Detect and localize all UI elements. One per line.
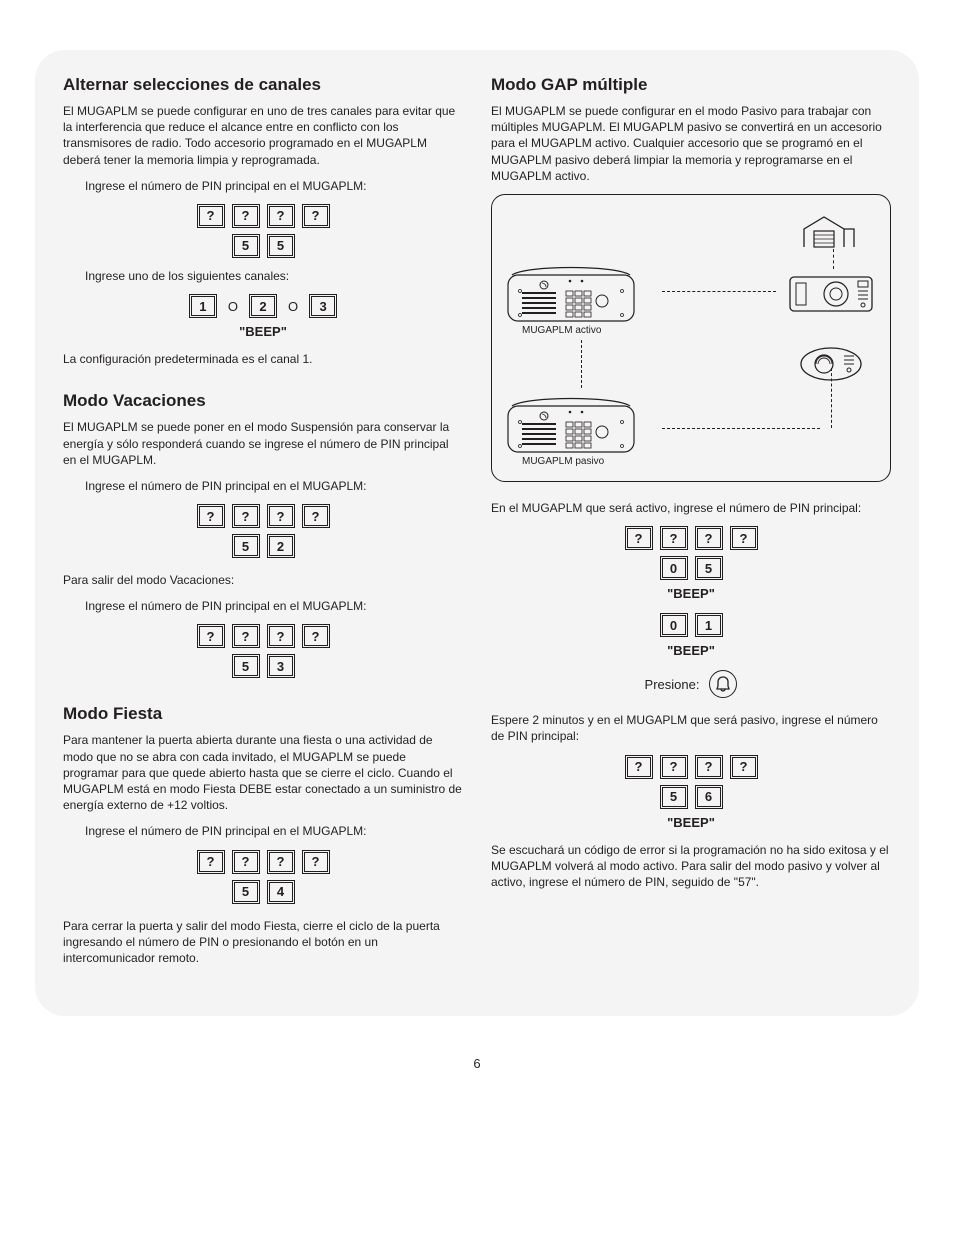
opener-icon <box>786 269 876 315</box>
device-passive-icon <box>506 392 636 454</box>
channels-step1: Ingrese el número de PIN principal en el… <box>85 178 463 194</box>
pin-key: ? <box>302 850 330 874</box>
pin-key: ? <box>232 204 260 228</box>
channel-key-3: 3 <box>309 294 337 318</box>
code-key: 6 <box>695 785 723 809</box>
pin-key: ? <box>267 504 295 528</box>
vacation-code-row: 5 2 <box>63 534 463 558</box>
code-key: 5 <box>232 234 260 258</box>
pin-key: ? <box>302 624 330 648</box>
code-key: 5 <box>695 556 723 580</box>
party-step1: Ingrese el número de PIN principal en el… <box>85 823 463 839</box>
channels-pin-row: ? ? ? ? <box>63 204 463 228</box>
page-content: Alternar selecciones de canales El MUGAP… <box>35 50 919 1016</box>
party-pin-row: ? ? ? ? <box>63 850 463 874</box>
pin-key: ? <box>197 624 225 648</box>
pin-key: ? <box>660 526 688 550</box>
pin-key: ? <box>267 850 295 874</box>
code-key: 0 <box>660 613 688 637</box>
pin-key: ? <box>267 204 295 228</box>
vacation-pin-row: ? ? ? ? <box>63 504 463 528</box>
gap-passive-instruct: Espere 2 minutos y en el MUGAPLM que ser… <box>491 712 891 744</box>
gap-pin-row: ? ? ? ? <box>491 526 891 550</box>
code-key: 5 <box>232 880 260 904</box>
channels-step2: Ingrese uno de los siguientes canales: <box>85 268 463 284</box>
device-active-label: MUGAPLM activo <box>522 325 656 336</box>
page-number: 6 <box>0 1056 954 1071</box>
code-key: 2 <box>267 534 295 558</box>
code-key: 1 <box>695 613 723 637</box>
pin-key: ? <box>730 526 758 550</box>
beep-label: "BEEP" <box>491 643 891 658</box>
party-code-row: 5 4 <box>63 880 463 904</box>
left-column: Alternar selecciones de canales El MUGAP… <box>63 75 463 976</box>
code-key: 4 <box>267 880 295 904</box>
pin-key: ? <box>197 850 225 874</box>
bell-icon <box>709 670 737 698</box>
gap-intro: El MUGAPLM se puede configurar en el mod… <box>491 103 891 184</box>
gap-code2-row: 5 6 <box>491 785 891 809</box>
channels-default-note: La configuración predeterminada es el ca… <box>63 351 463 367</box>
pin-key: ? <box>695 526 723 550</box>
right-column: Modo GAP múltiple El MUGAPLM se puede co… <box>491 75 891 976</box>
pin-key: ? <box>232 504 260 528</box>
pin-key: ? <box>660 755 688 779</box>
device-passive-label: MUGAPLM pasivo <box>522 456 656 467</box>
dashed-link <box>581 340 582 388</box>
vacation-exit: Para salir del modo Vacaciones: <box>63 572 463 588</box>
pin-key: ? <box>197 204 225 228</box>
house-icon <box>800 213 858 251</box>
channel-key-2: 2 <box>249 294 277 318</box>
gap-error-note: Se escuchará un código de error si la pr… <box>491 842 891 891</box>
press-label: Presione: <box>645 677 700 692</box>
beep-label: "BEEP" <box>491 815 891 830</box>
pin-key: ? <box>302 204 330 228</box>
or-label: O <box>224 299 242 314</box>
gap-active-instruct: En el MUGAPLM que será activo, ingrese e… <box>491 500 891 516</box>
party-exit: Para cerrar la puerta y salir del modo F… <box>63 918 463 967</box>
pin-key: ? <box>197 504 225 528</box>
device-active-icon <box>506 261 636 323</box>
code-key: 5 <box>232 534 260 558</box>
pin-key: ? <box>232 850 260 874</box>
pin-key: ? <box>267 624 295 648</box>
code-key: 0 <box>660 556 688 580</box>
heading-party: Modo Fiesta <box>63 704 463 724</box>
vacation-step2: Ingrese el número de PIN principal en el… <box>85 598 463 614</box>
vacation-intro: El MUGAPLM se puede poner en el modo Sus… <box>63 419 463 468</box>
gap-pin2-row: ? ? ? ? <box>491 755 891 779</box>
or-label: O <box>284 299 302 314</box>
code-key: 3 <box>267 654 295 678</box>
channels-code-row: 5 5 <box>63 234 463 258</box>
beep-label: "BEEP" <box>491 586 891 601</box>
gap-code-b-row: 0 1 <box>491 613 891 637</box>
heading-gap: Modo GAP múltiple <box>491 75 891 95</box>
pin-key: ? <box>625 755 653 779</box>
gap-code-a-row: 0 5 <box>491 556 891 580</box>
vacation-step1: Ingrese el número de PIN principal en el… <box>85 478 463 494</box>
party-intro: Para mantener la puerta abierta durante … <box>63 732 463 813</box>
channel-key-1: 1 <box>189 294 217 318</box>
vacation-pin2-row: ? ? ? ? <box>63 624 463 648</box>
gap-diagram: MUGAPLM activo <box>491 194 891 482</box>
heading-channels: Alternar selecciones de canales <box>63 75 463 95</box>
code-key: 5 <box>660 785 688 809</box>
code-key: 5 <box>232 654 260 678</box>
pin-key: ? <box>232 624 260 648</box>
vacation-code2-row: 5 3 <box>63 654 463 678</box>
channels-choice-row: 1 O 2 O 3 <box>63 294 463 318</box>
channels-intro: El MUGAPLM se puede configurar en uno de… <box>63 103 463 168</box>
pin-key: ? <box>625 526 653 550</box>
pin-key: ? <box>302 504 330 528</box>
beep-label: "BEEP" <box>63 324 463 339</box>
pin-key: ? <box>730 755 758 779</box>
code-key: 5 <box>267 234 295 258</box>
pin-key: ? <box>695 755 723 779</box>
heading-vacation: Modo Vacaciones <box>63 391 463 411</box>
press-row: Presione: <box>491 670 891 698</box>
